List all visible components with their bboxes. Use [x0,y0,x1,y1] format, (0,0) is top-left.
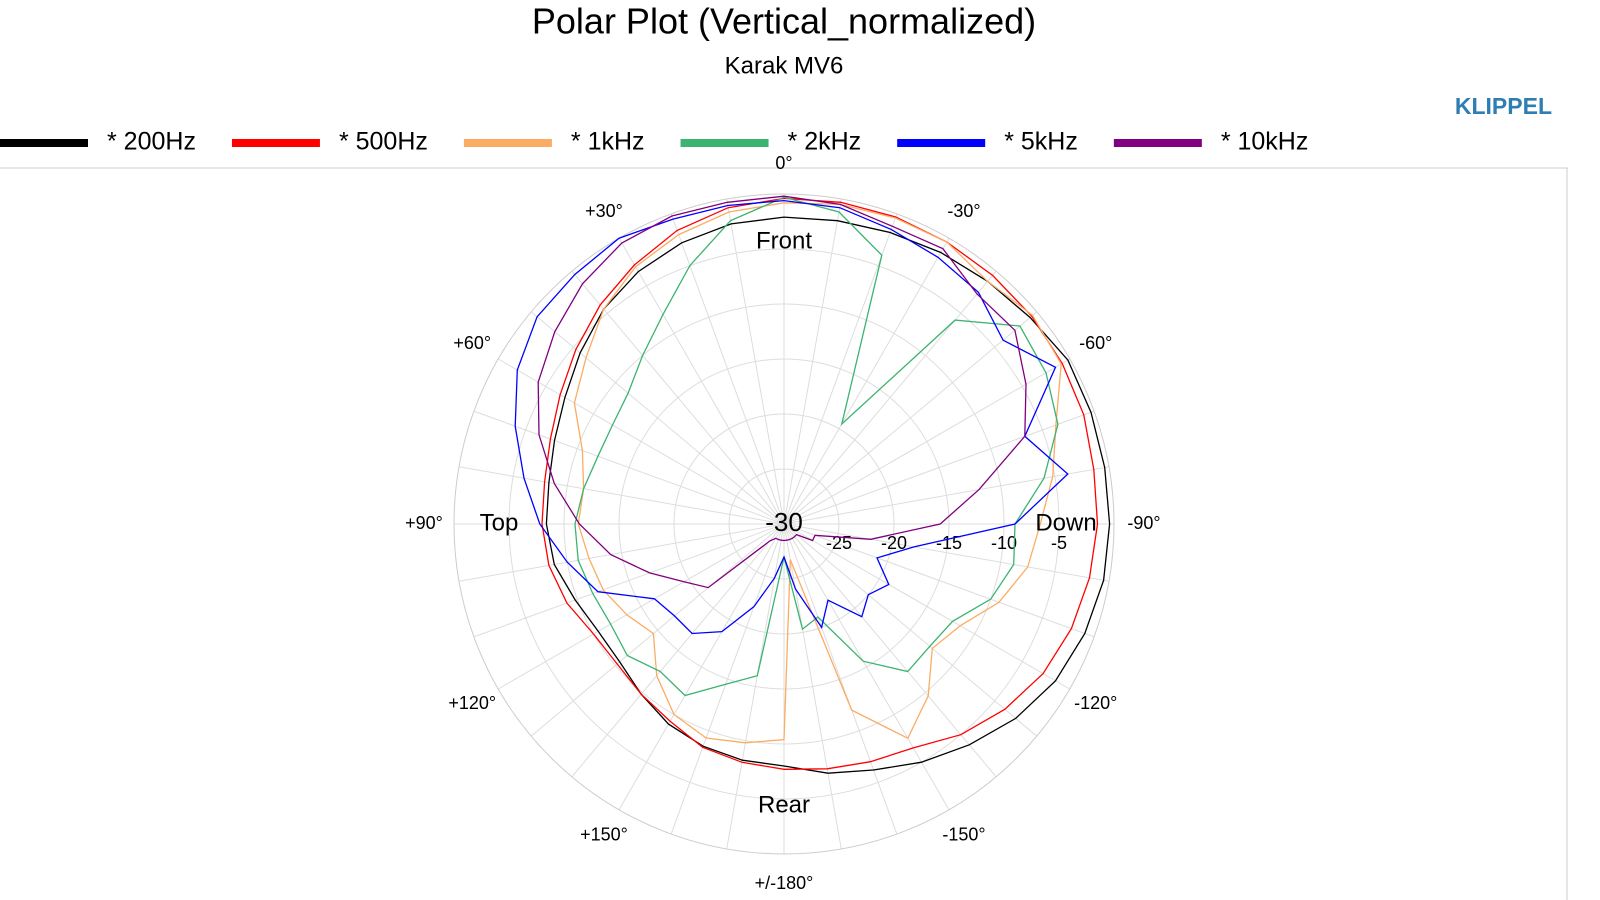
legend-label: * 500Hz [339,128,428,156]
angle-tick-label: -150° [942,825,985,845]
radial-tick-label: -30 [765,507,803,537]
grid-ring [563,303,1005,745]
grid-ring [673,413,895,635]
angle-tick-label: +90° [405,513,443,533]
chart-subtitle: Karak MV6 [725,52,844,79]
annotation: Front [756,227,812,254]
annotation: Down [1035,509,1096,536]
angle-tick-label: -60° [1079,333,1112,353]
radial-tick-label: -20 [881,533,907,553]
brand: KLIPPEL [1455,93,1552,119]
series-line [537,195,1027,589]
grid-ring [728,468,840,580]
series-line [573,202,1062,744]
polar-grid: 0° +30° +60° +90° +120° +150° +/-180° -150° -120… [405,153,1160,893]
angle-tick-label: -120° [1074,693,1117,713]
labels: Front Top Rear Down [480,227,1097,818]
plot-area [514,195,1111,774]
legend: * 200Hz * 500Hz * 1kHz * 2kHz * 5kHz * 10kHz [0,128,1308,156]
angle-tick-label: +150° [580,825,628,845]
legend-label: * 200Hz [107,128,196,156]
angle-tick-label: +30° [585,201,623,221]
outer-ring [453,193,1115,855]
grid-ring [508,248,1060,800]
angle-tick-label: +/-180° [755,873,814,893]
angle-tick-label: +60° [453,333,491,353]
legend-label: * 5kHz [1004,128,1078,156]
angle-tick-label: -30° [947,201,980,221]
radial-tick-label: -10 [991,533,1017,553]
annotation: Rear [758,791,810,818]
angle-tick-label: 0° [775,153,792,173]
legend-label: * 2kHz [788,128,862,156]
series-line [541,197,1099,770]
legend-label: * 1kHz [571,128,645,156]
angle-tick-label: +120° [448,693,496,713]
legend-label: * 10kHz [1221,128,1309,156]
series-line [545,216,1111,774]
radial-tick-label: -15 [936,533,962,553]
angle-tick-label: -90° [1127,513,1160,533]
series-line [514,199,1069,635]
grid-ring [618,358,950,690]
annotation: Top [480,509,519,536]
radial-tick-label: -5 [1051,533,1067,553]
chart-title: Polar Plot (Vertical_normalized) [532,1,1036,42]
